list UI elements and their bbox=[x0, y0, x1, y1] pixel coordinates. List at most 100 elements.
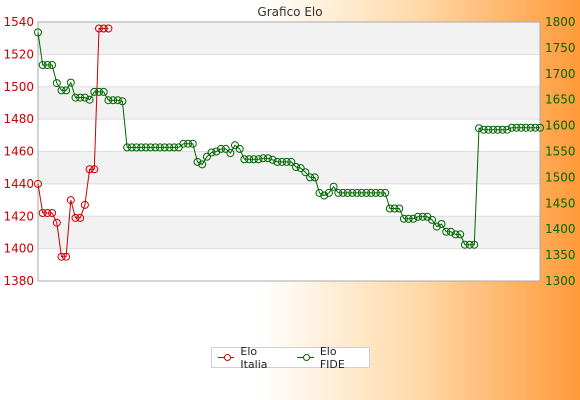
data-point bbox=[66, 196, 75, 205]
data-point bbox=[184, 139, 193, 148]
data-point bbox=[141, 143, 150, 152]
plot-frame bbox=[37, 21, 541, 282]
data-point bbox=[254, 155, 263, 164]
data-point bbox=[90, 87, 99, 96]
data-point bbox=[442, 227, 451, 236]
data-point bbox=[296, 164, 305, 173]
left-tick-label: 1460 bbox=[3, 145, 34, 159]
legend-marker-fide bbox=[297, 353, 315, 362]
data-point bbox=[146, 143, 155, 152]
right-tick-label: 1500 bbox=[545, 170, 576, 184]
right-tick-label: 1600 bbox=[545, 119, 576, 133]
data-point bbox=[109, 96, 118, 105]
data-point bbox=[460, 240, 469, 249]
data-point bbox=[287, 157, 296, 166]
data-point bbox=[113, 96, 122, 105]
data-point bbox=[526, 123, 535, 132]
data-point bbox=[245, 155, 254, 164]
legend: Elo Italia Elo FIDE bbox=[211, 344, 370, 371]
data-point bbox=[104, 96, 113, 105]
right-tick-label: 1650 bbox=[545, 93, 576, 107]
data-point bbox=[273, 157, 282, 166]
data-point bbox=[263, 154, 272, 163]
data-point bbox=[235, 144, 244, 153]
data-point bbox=[465, 240, 474, 249]
legend-item-italia: Elo Italia bbox=[218, 345, 283, 371]
data-point bbox=[470, 240, 479, 249]
data-point bbox=[493, 125, 502, 134]
data-point bbox=[353, 188, 361, 197]
data-point bbox=[212, 147, 221, 156]
data-point bbox=[498, 125, 507, 134]
data-point bbox=[207, 148, 216, 157]
data-point bbox=[34, 179, 42, 188]
data-point bbox=[52, 218, 61, 227]
chart-title: Grafico Elo bbox=[257, 5, 322, 19]
right-tick-label: 1750 bbox=[545, 41, 576, 55]
data-point bbox=[409, 214, 418, 223]
plot-band bbox=[38, 248, 540, 281]
plot-band bbox=[38, 183, 540, 217]
data-point bbox=[38, 61, 47, 69]
data-point bbox=[517, 123, 526, 132]
data-point bbox=[198, 160, 207, 169]
data-point bbox=[334, 188, 343, 197]
data-point bbox=[348, 188, 357, 197]
data-point bbox=[310, 173, 319, 182]
data-point bbox=[503, 125, 512, 134]
data-point bbox=[48, 209, 57, 217]
data-point bbox=[76, 213, 85, 222]
data-point bbox=[160, 143, 169, 152]
data-point bbox=[399, 214, 408, 223]
plot-band bbox=[38, 54, 540, 87]
data-point bbox=[536, 123, 544, 132]
data-point bbox=[395, 204, 404, 213]
data-point bbox=[489, 125, 498, 134]
series-line bbox=[37, 28, 109, 258]
data-point bbox=[306, 173, 315, 182]
legend-label-fide: Elo FIDE bbox=[319, 344, 345, 371]
right-tick-label: 1400 bbox=[545, 222, 576, 236]
left-tick-label: 1480 bbox=[3, 112, 34, 126]
data-point bbox=[95, 24, 103, 33]
left-tick-label: 1520 bbox=[3, 47, 34, 61]
data-point bbox=[62, 252, 71, 261]
data-point bbox=[381, 188, 390, 197]
data-point bbox=[451, 230, 460, 239]
left-tick-label: 1380 bbox=[3, 274, 34, 288]
data-point bbox=[165, 143, 174, 152]
data-point bbox=[202, 152, 211, 161]
data-point bbox=[390, 204, 399, 213]
data-point bbox=[217, 144, 225, 153]
data-point bbox=[80, 200, 89, 209]
data-point bbox=[90, 165, 99, 174]
data-point bbox=[329, 182, 338, 191]
data-point bbox=[132, 143, 141, 152]
data-point bbox=[512, 123, 521, 132]
data-point bbox=[156, 143, 164, 152]
data-point bbox=[57, 86, 66, 95]
right-tick-label: 1450 bbox=[545, 196, 576, 210]
data-point bbox=[52, 79, 61, 88]
data-point bbox=[137, 143, 146, 152]
data-point bbox=[240, 155, 249, 164]
right-tick-label: 1800 bbox=[545, 15, 576, 29]
plot-band bbox=[38, 22, 540, 55]
data-point bbox=[249, 155, 258, 164]
data-point bbox=[259, 154, 268, 163]
right-tick-label: 1300 bbox=[545, 274, 576, 288]
data-point bbox=[376, 188, 385, 197]
plot-band bbox=[38, 86, 540, 120]
legend-marker-italia bbox=[218, 353, 235, 362]
data-point bbox=[57, 252, 66, 261]
data-point bbox=[324, 188, 333, 197]
data-point bbox=[99, 24, 108, 33]
plot-band bbox=[38, 151, 540, 184]
left-tick-label: 1540 bbox=[3, 15, 34, 29]
data-point bbox=[104, 24, 113, 33]
data-point bbox=[418, 212, 427, 221]
data-point bbox=[343, 188, 352, 197]
data-point bbox=[446, 227, 455, 236]
